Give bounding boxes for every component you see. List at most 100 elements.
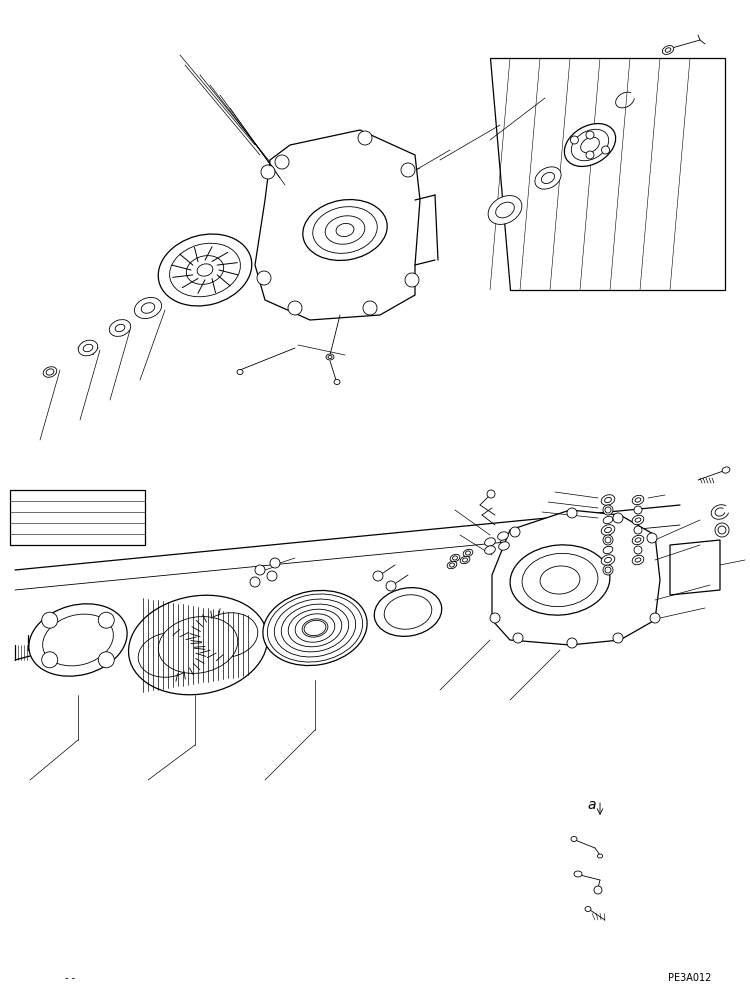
Ellipse shape	[304, 621, 326, 636]
Circle shape	[586, 131, 594, 139]
Ellipse shape	[78, 341, 98, 355]
Ellipse shape	[186, 255, 224, 284]
Ellipse shape	[632, 536, 644, 544]
Circle shape	[490, 613, 500, 623]
Ellipse shape	[602, 525, 615, 536]
Ellipse shape	[665, 48, 670, 52]
Ellipse shape	[580, 138, 599, 152]
Ellipse shape	[46, 369, 54, 375]
Ellipse shape	[328, 355, 332, 358]
Ellipse shape	[635, 557, 641, 562]
Polygon shape	[490, 58, 725, 290]
Ellipse shape	[447, 561, 457, 568]
Ellipse shape	[302, 619, 328, 638]
Polygon shape	[492, 510, 660, 645]
Ellipse shape	[604, 528, 611, 533]
Ellipse shape	[603, 546, 613, 553]
Ellipse shape	[602, 495, 615, 505]
Ellipse shape	[336, 224, 354, 237]
Ellipse shape	[134, 297, 161, 319]
Circle shape	[602, 146, 610, 154]
Ellipse shape	[138, 633, 198, 677]
Ellipse shape	[237, 369, 243, 374]
Circle shape	[42, 612, 58, 629]
Ellipse shape	[110, 320, 130, 337]
Circle shape	[405, 273, 419, 287]
Circle shape	[510, 527, 520, 537]
Circle shape	[255, 565, 265, 575]
Ellipse shape	[263, 590, 367, 665]
Ellipse shape	[303, 200, 387, 260]
Circle shape	[603, 535, 613, 545]
Ellipse shape	[452, 556, 458, 560]
Circle shape	[634, 506, 642, 514]
Ellipse shape	[574, 871, 582, 877]
Ellipse shape	[158, 234, 252, 306]
Ellipse shape	[44, 366, 57, 377]
Ellipse shape	[288, 609, 342, 646]
Ellipse shape	[585, 907, 591, 912]
Ellipse shape	[197, 264, 213, 276]
Ellipse shape	[463, 558, 467, 562]
Ellipse shape	[170, 244, 241, 297]
Ellipse shape	[603, 517, 613, 524]
Ellipse shape	[542, 172, 554, 183]
Ellipse shape	[510, 544, 610, 615]
Ellipse shape	[635, 538, 641, 543]
Ellipse shape	[499, 542, 509, 550]
Ellipse shape	[535, 167, 561, 189]
Circle shape	[567, 508, 577, 518]
Circle shape	[275, 155, 289, 169]
Circle shape	[715, 523, 729, 537]
Circle shape	[513, 633, 523, 643]
Ellipse shape	[374, 588, 442, 637]
Circle shape	[647, 533, 657, 543]
Ellipse shape	[564, 124, 616, 166]
Circle shape	[363, 301, 377, 315]
Ellipse shape	[158, 617, 238, 673]
Ellipse shape	[488, 196, 522, 225]
Circle shape	[261, 165, 275, 179]
Circle shape	[98, 651, 114, 668]
Ellipse shape	[198, 613, 258, 657]
Circle shape	[401, 163, 415, 177]
Circle shape	[586, 151, 594, 159]
Ellipse shape	[281, 604, 349, 651]
Circle shape	[270, 558, 280, 568]
Ellipse shape	[484, 545, 495, 554]
Circle shape	[605, 567, 611, 573]
Circle shape	[487, 490, 495, 498]
Ellipse shape	[604, 557, 611, 562]
Text: a: a	[536, 583, 544, 597]
Ellipse shape	[128, 595, 268, 695]
Polygon shape	[10, 490, 145, 545]
Polygon shape	[255, 130, 420, 320]
Ellipse shape	[602, 554, 615, 565]
Ellipse shape	[572, 130, 609, 160]
Ellipse shape	[460, 556, 470, 563]
Ellipse shape	[632, 516, 644, 525]
Circle shape	[613, 633, 623, 643]
Ellipse shape	[484, 538, 495, 546]
Circle shape	[571, 136, 578, 144]
Circle shape	[98, 612, 114, 629]
Circle shape	[358, 131, 372, 145]
Circle shape	[605, 537, 611, 543]
Circle shape	[603, 565, 613, 575]
Text: PE3A012: PE3A012	[668, 973, 712, 983]
Circle shape	[386, 581, 396, 591]
Polygon shape	[670, 540, 720, 595]
Ellipse shape	[540, 566, 580, 594]
Ellipse shape	[604, 497, 611, 503]
Circle shape	[613, 513, 623, 523]
Ellipse shape	[635, 518, 641, 522]
Text: a: a	[588, 798, 596, 812]
Circle shape	[42, 651, 58, 668]
Ellipse shape	[326, 216, 364, 245]
Circle shape	[267, 571, 277, 581]
Ellipse shape	[662, 46, 674, 54]
Ellipse shape	[384, 595, 432, 630]
Ellipse shape	[267, 594, 363, 662]
Circle shape	[634, 546, 642, 554]
Circle shape	[250, 577, 260, 587]
